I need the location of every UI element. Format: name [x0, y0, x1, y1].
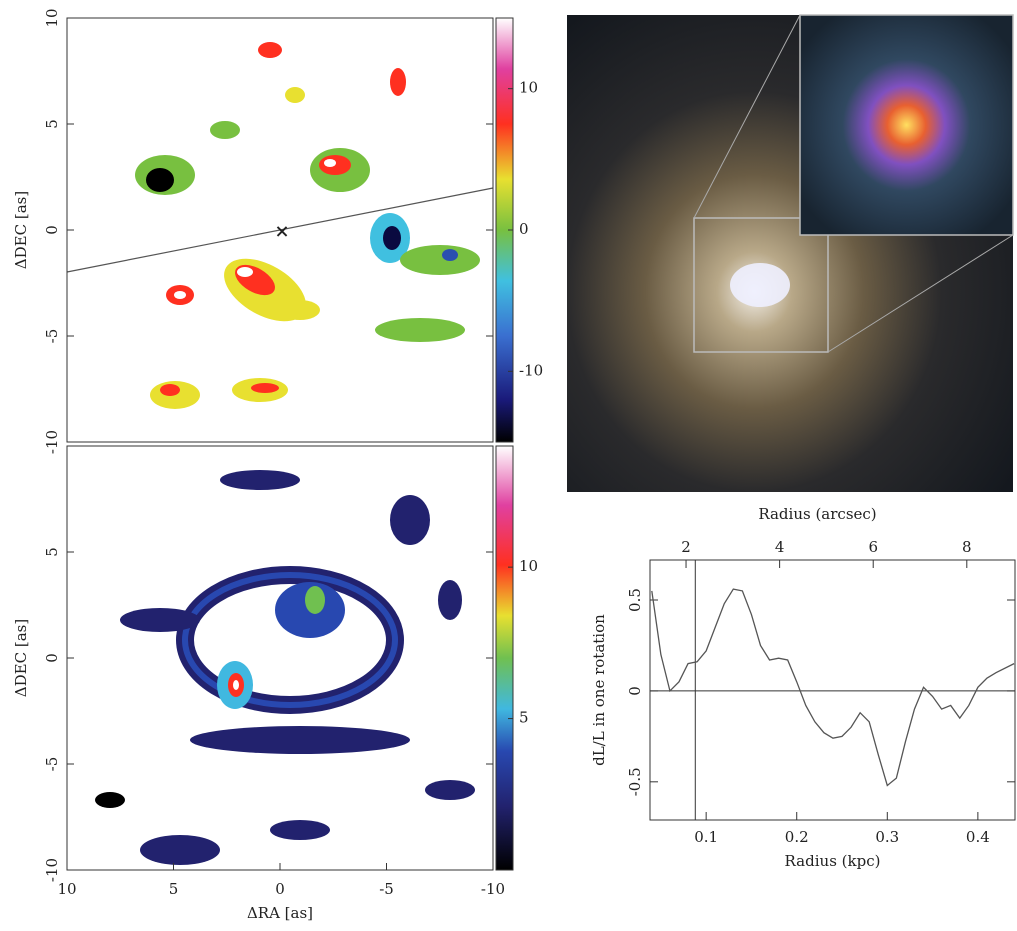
y-axis-label: dL/L in one rotation	[590, 614, 608, 766]
svg-text:×: ×	[274, 221, 289, 242]
colorbar	[495, 445, 514, 871]
colorbar-tick-label: 10	[519, 557, 538, 575]
x-tick-label: 0	[275, 880, 285, 898]
x-tick-label: 0.3	[875, 828, 899, 846]
y-tick-label: -0.5	[626, 767, 644, 796]
plot-frame	[66, 445, 494, 871]
colorbar-tick-label: 10	[519, 79, 538, 97]
y-tick-label: -5	[43, 757, 61, 772]
map-blobs-top: ×	[66, 42, 494, 409]
y-tick-label: 10	[43, 8, 61, 27]
plot-frame	[649, 559, 1016, 821]
x-axis-label: ΔRA [as]	[247, 904, 313, 922]
x2-tick-label: 2	[681, 538, 691, 556]
x2-axis-label: Radius (arcsec)	[758, 505, 876, 523]
x-tick-label: 0.2	[785, 828, 809, 846]
x2-tick-label: 6	[868, 538, 878, 556]
x-tick-label: 0.1	[694, 828, 718, 846]
x-tick-label: 10	[57, 880, 76, 898]
x2-tick-label: 8	[962, 538, 972, 556]
y-tick-label: -5	[43, 329, 61, 344]
map-blobs-bottom	[95, 470, 475, 865]
x2-tick-label: 4	[775, 538, 785, 556]
x-tick-label: -5	[379, 880, 394, 898]
y-tick-label: 5	[43, 547, 61, 557]
colorbar-tick-label: -10	[519, 361, 543, 379]
y-tick-label: 0	[43, 225, 61, 235]
y-tick-label: 0	[43, 653, 61, 663]
colorbar-tick-label: 5	[519, 709, 529, 727]
y-tick-label: -10	[43, 430, 61, 454]
galaxy-image	[567, 14, 1014, 492]
x-axis-label: Radius (kpc)	[785, 852, 881, 870]
colorbar-tick-label: 0	[519, 220, 529, 238]
y-tick-label: 0.5	[626, 588, 644, 612]
data-line	[651, 588, 1015, 787]
x-tick-label: 5	[169, 880, 179, 898]
y-tick-label: 5	[43, 119, 61, 129]
y-axis-label: ΔDEC [as]	[12, 191, 30, 269]
x-tick-label: 0.4	[966, 828, 990, 846]
y-axis-label: ΔDEC [as]	[12, 619, 30, 697]
y-tick-label: -10	[43, 858, 61, 882]
y-tick-label: 0	[626, 686, 644, 696]
x-tick-label: -10	[481, 880, 505, 898]
